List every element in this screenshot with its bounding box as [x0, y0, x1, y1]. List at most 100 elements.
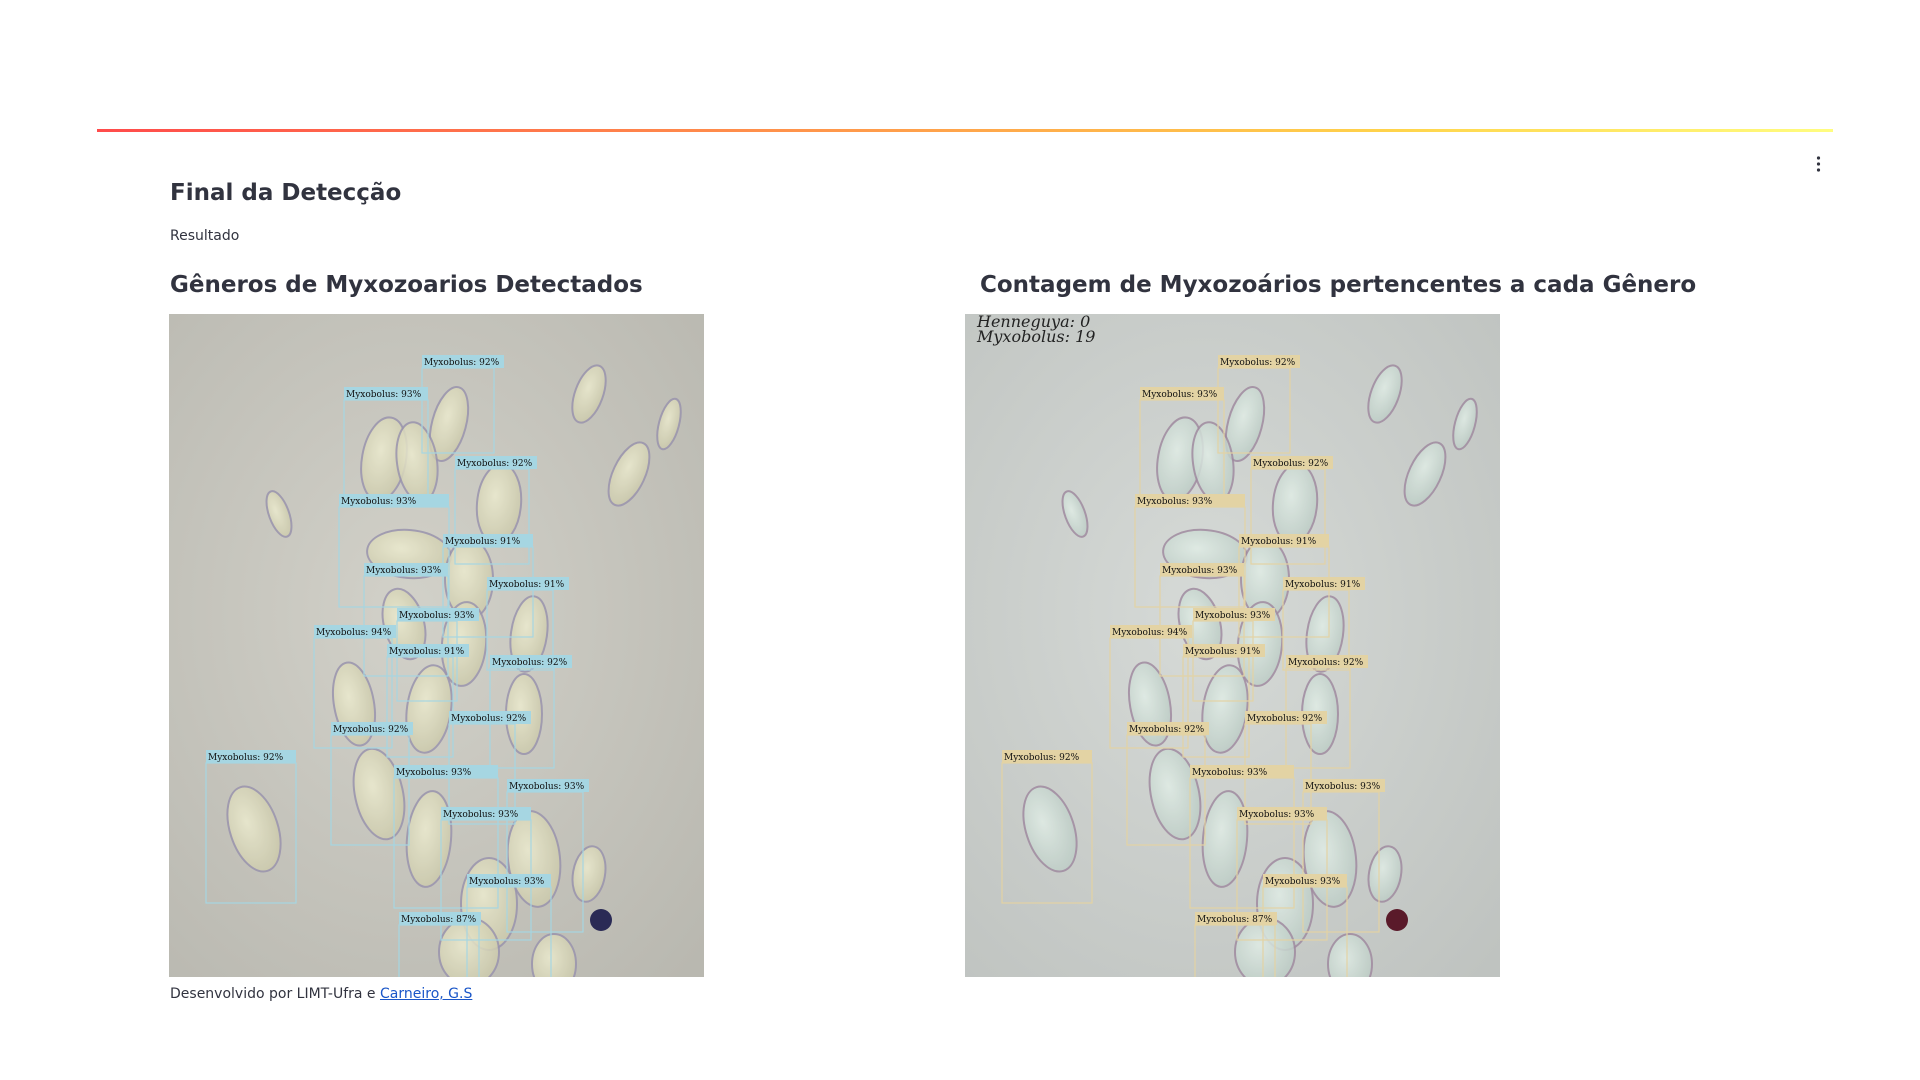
detection-label-bg: [443, 534, 533, 547]
main-menu-button[interactable]: [1806, 152, 1830, 176]
microscopy-image-left: Myxobolus: 92% Myxobolus: 93% Myxobolus: 9…: [169, 314, 704, 977]
detection-box: Myxobolus: 93%: [1192, 608, 1275, 702]
detection-label: Myxobolus: 91%: [489, 580, 565, 590]
spore-shape: [1452, 397, 1478, 451]
detection-label-bg: [1135, 494, 1245, 507]
detection-label-bg: [1283, 577, 1365, 590]
detection-label-bg: [490, 655, 572, 668]
spore-shape: [352, 747, 406, 841]
detection-box: Myxobolus: 92%: [330, 722, 413, 846]
page-title: Final da Detecção: [170, 180, 402, 206]
spore-shape: [607, 441, 651, 507]
detection-label-bg: [1183, 644, 1265, 657]
detection-label-bg: [399, 912, 481, 925]
detection-label-bg: [1239, 534, 1329, 547]
detection-image-left: Myxobolus: 92% Myxobolus: 93% Myxobolus: 9…: [169, 314, 704, 977]
detection-box: Myxobolus: 92%: [1250, 456, 1333, 565]
page-subtitle: Resultado: [170, 228, 240, 244]
detection-label: Myxobolus: 93%: [1137, 497, 1213, 507]
detection-label-bg: [1127, 722, 1209, 735]
spore-shape: [226, 785, 282, 873]
spore-shape: [571, 845, 607, 903]
detection-label: Myxobolus: 93%: [399, 611, 475, 621]
footer: Desenvolvido por LIMT-Ufra e Carneiro, G…: [170, 986, 472, 1002]
detection-box: Myxobolus: 93%: [1189, 765, 1295, 909]
detection-box: Myxobolus: 91%: [442, 534, 534, 638]
detection-label-bg: [1190, 765, 1294, 778]
count-henneguya: Henneguya: 0: [977, 314, 1091, 331]
detection-label: Myxobolus: 93%: [1265, 877, 1341, 887]
detection-label: Myxobolus: 92%: [1288, 658, 1364, 668]
stained-cell: [1386, 909, 1408, 931]
detection-label: Myxobolus: 92%: [492, 658, 568, 668]
author-link[interactable]: Carneiro, G.S: [380, 986, 473, 1002]
detection-box: Myxobolus: 93%: [1302, 779, 1385, 933]
genus-count-overlay: Henneguya: 0 Myxobolus: 19: [977, 314, 1096, 346]
detection-label: Myxobolus: 92%: [1220, 358, 1296, 368]
spore-shape: [1234, 917, 1296, 977]
spore-shape: [1403, 441, 1447, 507]
detection-label-bg: [1193, 608, 1275, 621]
spore-shape: [428, 386, 470, 462]
detection-box: Myxobolus: 92%: [205, 750, 297, 904]
detection-label: Myxobolus: 92%: [424, 358, 500, 368]
detection-label: Myxobolus: 93%: [1305, 782, 1381, 792]
detection-label-bg: [1218, 355, 1300, 368]
detection-label: Myxobolus: 93%: [1195, 611, 1271, 621]
stained-cell: [590, 909, 612, 931]
detection-label: Myxobolus: 92%: [1253, 459, 1329, 469]
detection-box: Myxobolus: 91%: [1182, 644, 1265, 758]
detection-label-bg: [487, 577, 569, 590]
detection-label: Myxobolus: 92%: [1129, 725, 1205, 735]
detection-label: Myxobolus: 92%: [1247, 714, 1323, 724]
detection-label: Myxobolus: 91%: [1285, 580, 1361, 590]
count-myxobolus: Myxobolus: 19: [977, 327, 1096, 346]
spore-shape: [1022, 785, 1078, 873]
detection-label-bg: [314, 625, 396, 638]
header-decoration-line: [97, 129, 1833, 132]
detection-label-bg: [441, 807, 531, 820]
spore-shape: [509, 595, 549, 673]
spore-shape: [1224, 386, 1266, 462]
detection-box: Myxobolus: 91%: [486, 577, 569, 671]
detected-genera-title: Gêneros de Myxozoarios Detectados: [170, 272, 643, 298]
spore-shape: [656, 397, 682, 451]
spore-shape: [1327, 933, 1373, 977]
detection-label: Myxobolus: 93%: [1142, 390, 1218, 400]
detection-label: Myxobolus: 91%: [445, 537, 521, 547]
detection-label-bg: [422, 355, 504, 368]
detection-label-bg: [1110, 625, 1192, 638]
detection-box: Myxobolus: 92%: [421, 355, 504, 454]
detection-box: Myxobolus: 94%: [1109, 625, 1192, 749]
detection-label-bg: [507, 779, 589, 792]
microscopy-image-right: Myxobolus: 92% Myxobolus: 93% Myxobolus: 9…: [965, 314, 1500, 977]
detection-label-bg: [206, 750, 296, 763]
detection-box: Myxobolus: 93%: [338, 494, 450, 608]
spore-shape: [405, 790, 453, 888]
detection-box: Myxobolus: 93%: [1134, 494, 1246, 608]
detection-box: Myxobolus: 91%: [1282, 577, 1365, 671]
spore-shape: [571, 364, 607, 424]
detection-box: Myxobolus: 91%: [386, 644, 469, 758]
detection-box: Myxobolus: 92%: [1001, 750, 1093, 904]
detection-label-bg: [1303, 779, 1385, 792]
spore-shape: [1367, 364, 1403, 424]
detection-label-bg: [1286, 655, 1368, 668]
spore-shape: [1148, 747, 1202, 841]
detection-label-bg: [1002, 750, 1092, 763]
detection-label-bg: [1263, 874, 1347, 887]
detection-box: Myxobolus: 92%: [1126, 722, 1209, 846]
detection-box: Myxobolus: 92%: [1217, 355, 1300, 454]
footer-text: Desenvolvido por LIMT-Ufra e: [170, 986, 380, 1002]
detection-label-bg: [1251, 456, 1333, 469]
detection-box: Myxobolus: 87%: [1194, 912, 1277, 977]
detection-label: Myxobolus: 91%: [1185, 647, 1261, 657]
detection-label: Myxobolus: 91%: [389, 647, 465, 657]
detection-label-bg: [394, 765, 498, 778]
detection-label: Myxobolus: 94%: [316, 628, 392, 638]
detection-label-bg: [1140, 387, 1224, 400]
detection-label: Myxobolus: 91%: [1241, 537, 1317, 547]
detection-box: Myxobolus: 93%: [396, 608, 479, 702]
spore-shape: [1305, 595, 1345, 673]
